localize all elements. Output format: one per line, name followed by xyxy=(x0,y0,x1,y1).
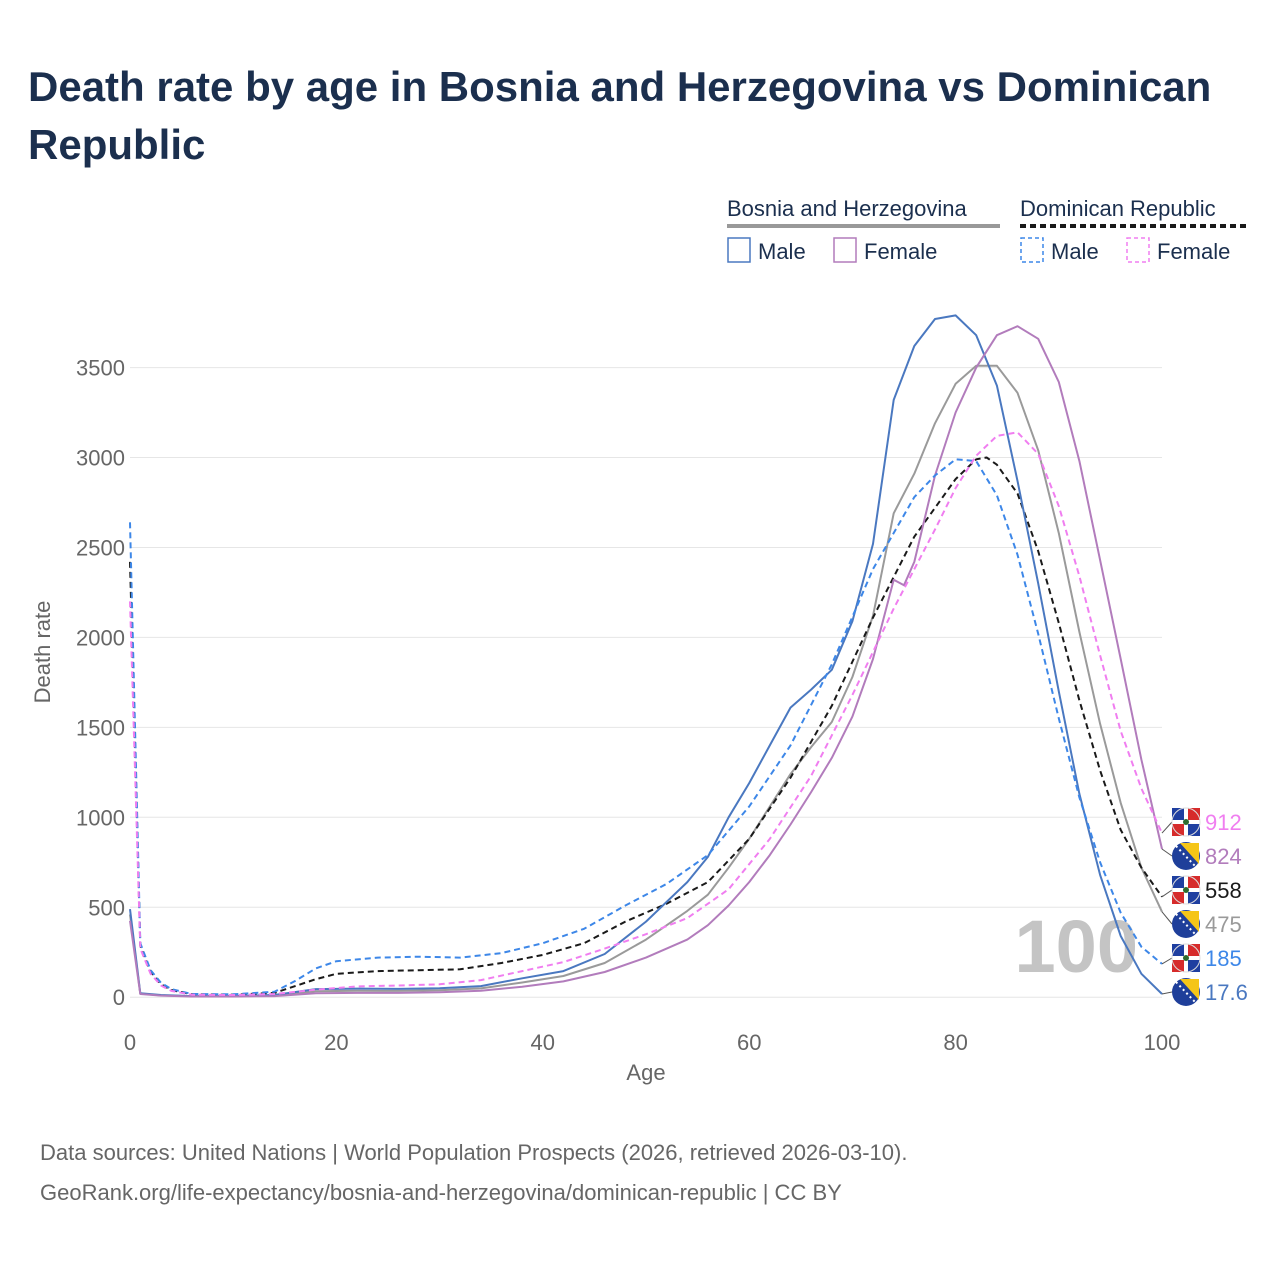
y-tick-label: 3000 xyxy=(76,446,125,471)
watermark-year: 100 xyxy=(1015,905,1138,988)
series-line-dominican-republic-female xyxy=(129,431,1163,996)
end-value-label: 912 xyxy=(1205,810,1242,835)
y-tick-label: 0 xyxy=(113,985,125,1010)
axes: 0 500 1000 1500 2000 2500 3000 3500 0 20 40 60 80 100… xyxy=(30,356,1180,1085)
legend-group-title: Bosnia and Herzegovina xyxy=(727,196,967,221)
end-value-label: 17.6 xyxy=(1205,980,1248,1005)
y-tick-label: 1500 xyxy=(76,715,125,740)
legend: Bosnia and Herzegovina Male Female Dominica… xyxy=(727,196,1248,264)
series-lines xyxy=(129,314,1163,998)
legend-item-label: Female xyxy=(864,239,937,264)
source-line: Data sources: United Nations | World Pop… xyxy=(40,1140,908,1165)
end-label-connector xyxy=(1161,911,1173,925)
y-tick-label: 2500 xyxy=(76,535,125,560)
bosnia-flag-icon xyxy=(1172,978,1200,1006)
dominican-flag-icon xyxy=(1171,943,1201,973)
x-tick-label: 20 xyxy=(324,1030,348,1055)
x-tick-label: 60 xyxy=(737,1030,761,1055)
legend-swatch xyxy=(1020,237,1044,263)
dominican-flag-icon xyxy=(1171,807,1201,837)
end-label-connector xyxy=(1161,821,1173,834)
end-label-connector xyxy=(1161,991,1173,995)
legend-swatch xyxy=(833,237,857,263)
y-tick-label: 2000 xyxy=(76,625,125,650)
legend-swatch xyxy=(1126,237,1150,263)
end-value-label: 185 xyxy=(1205,946,1242,971)
end-labels: 912 824 558 475 185 17.6 xyxy=(1161,807,1248,1006)
end-value-label: 475 xyxy=(1205,912,1242,937)
series-line-dominican-republic-total xyxy=(129,456,1163,996)
y-tick-label: 500 xyxy=(88,895,125,920)
x-tick-label: 100 xyxy=(1144,1030,1181,1055)
legend-item-label: Female xyxy=(1157,239,1230,264)
end-label-connector xyxy=(1161,848,1173,857)
x-tick-label: 40 xyxy=(531,1030,555,1055)
end-label-connector xyxy=(1161,889,1173,898)
chart-title: Death rate by age in Bosnia and Herzegov… xyxy=(28,63,1212,168)
legend-item-label: Male xyxy=(1051,239,1099,264)
dominican-flag-icon xyxy=(1171,875,1201,905)
y-tick-label: 3500 xyxy=(76,356,125,381)
x-tick-label: 0 xyxy=(124,1030,136,1055)
x-axis-title: Age xyxy=(626,1060,665,1085)
source-url: GeoRank.org/life-expectancy/bosnia-and-h… xyxy=(40,1180,842,1205)
end-label-connector xyxy=(1161,957,1173,965)
bosnia-flag-icon xyxy=(1172,910,1200,938)
series-line-bosnia-and-herzegovina-total xyxy=(129,364,1163,998)
legend-swatch xyxy=(727,237,751,263)
y-tick-label: 1000 xyxy=(76,805,125,830)
bosnia-flag-icon xyxy=(1172,842,1200,870)
series-line-dominican-republic-male xyxy=(129,458,1163,996)
legend-group-title: Dominican Republic xyxy=(1020,196,1216,221)
x-tick-label: 80 xyxy=(943,1030,967,1055)
series-line-bosnia-and-herzegovina-female xyxy=(129,325,1163,998)
legend-item-label: Male xyxy=(758,239,806,264)
gridlines xyxy=(130,367,1162,998)
y-axis-title: Death rate xyxy=(30,601,55,704)
watermark-group: 100 xyxy=(1015,905,1138,988)
end-value-label: 558 xyxy=(1205,878,1242,903)
end-value-label: 824 xyxy=(1205,844,1242,869)
